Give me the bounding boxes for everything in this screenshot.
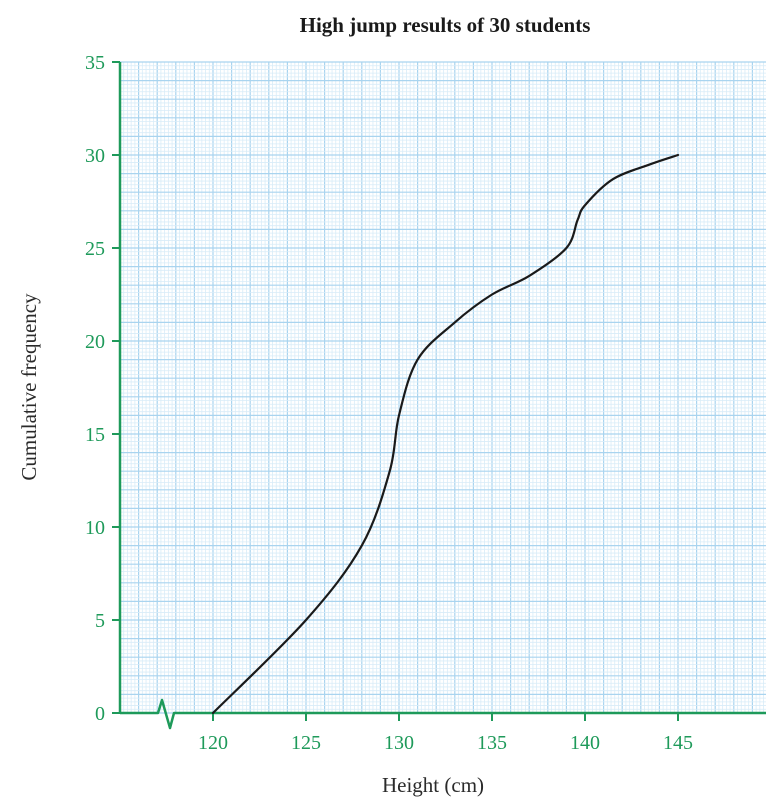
y-axis-label: Cumulative frequency xyxy=(17,293,41,481)
x-axis-line-with-break xyxy=(120,698,766,730)
cumulative-frequency-line xyxy=(211,153,680,715)
x-tick-label: 135 xyxy=(477,732,507,754)
y-tick-label: 5 xyxy=(95,610,105,632)
x-axis-label: Height (cm) xyxy=(382,773,484,797)
y-tick-label: 0 xyxy=(95,703,105,725)
x-tick-label: 125 xyxy=(291,732,321,754)
y-tick-label: 25 xyxy=(85,238,105,260)
tick-labels: 0 5 10 15 20 25 30 35 120 125 130 135 140 145 xyxy=(85,52,693,754)
x-tick-label: 120 xyxy=(198,732,228,754)
y-tick-label: 30 xyxy=(85,145,105,167)
cumulative-curve-series xyxy=(211,153,680,715)
chart-axes xyxy=(112,61,766,730)
x-tick-label: 145 xyxy=(663,732,693,754)
chart-title: High jump results of 30 students xyxy=(300,13,591,37)
y-tick-label: 35 xyxy=(85,52,105,74)
x-tick-label: 130 xyxy=(384,732,414,754)
y-tick-label: 10 xyxy=(85,517,105,539)
y-tick-label: 20 xyxy=(85,331,105,353)
y-tick-label: 15 xyxy=(85,424,105,446)
x-tick-label: 140 xyxy=(570,732,600,754)
plot-grid xyxy=(119,61,766,714)
